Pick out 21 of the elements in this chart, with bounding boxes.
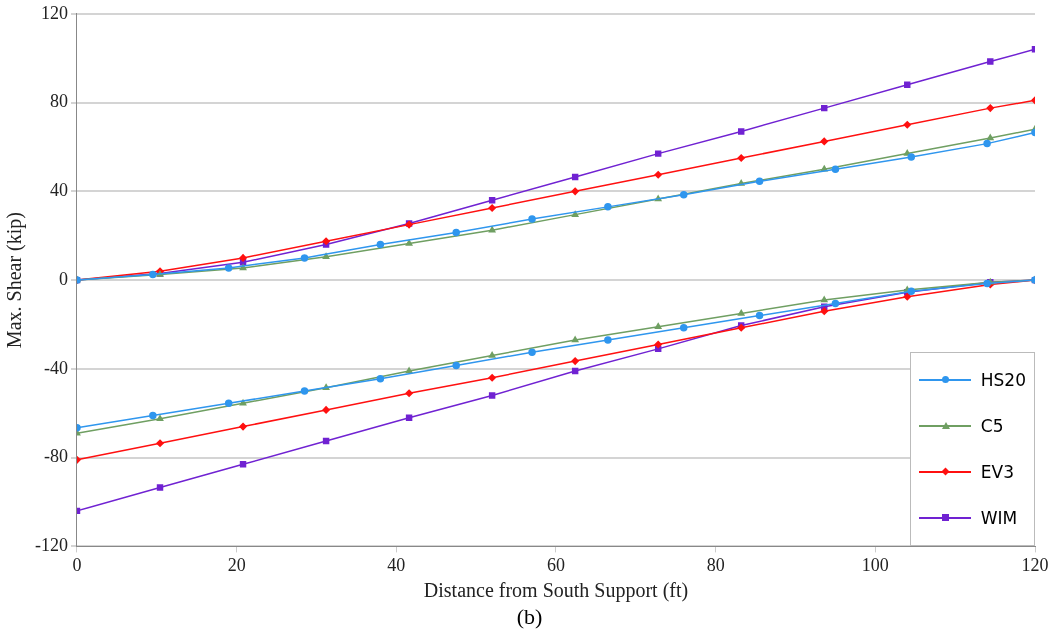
text: (b) [515,604,544,630]
x-tick-label: 120 [1021,554,1049,575]
legend-label: EV3 [980,462,1014,483]
y-tick-label: -40 [43,357,68,378]
x-axis-title: Distance from South Support (ft) [423,579,689,603]
y-tick-label: -80 [43,446,68,467]
y-tick-label: -120 [34,535,68,556]
y-axis-title: Max. Shear (kip) [3,212,27,349]
legend-label: WIM [980,508,1018,529]
legend-label: C5 [980,416,1004,437]
y-tick-label: 40 [49,180,68,201]
x-tick-label: 20 [227,554,246,575]
x-tick-label: 40 [387,554,406,575]
y-tick-label: 120 [40,2,68,23]
x-tick-label: 80 [706,554,725,575]
y-tick-label: 80 [49,91,68,112]
x-tick-label: 60 [547,554,565,575]
x-tick-label: 0 [72,554,82,575]
y-tick-label: 0 [58,268,68,289]
legend-label: HS20 [980,370,1026,391]
x-tick-label: 100 [861,554,889,575]
